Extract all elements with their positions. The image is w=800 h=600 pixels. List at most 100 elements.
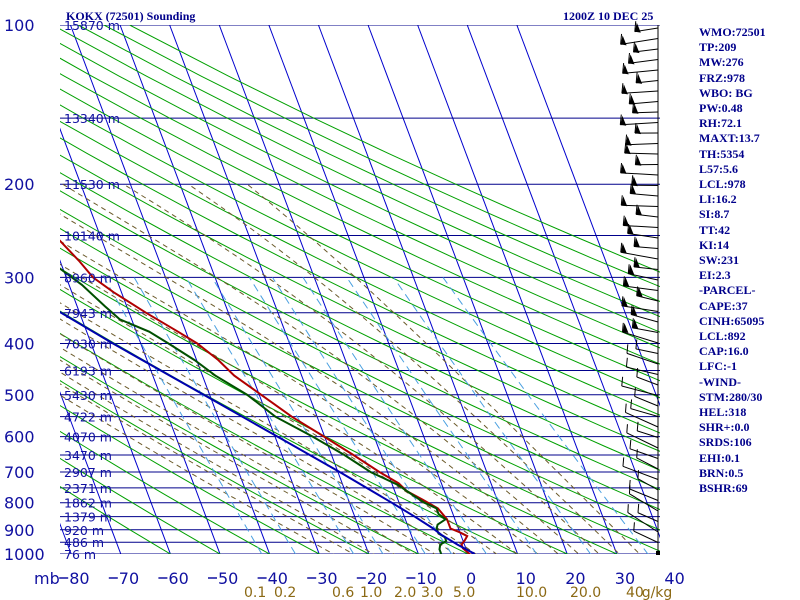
wind-barb-flag	[633, 236, 636, 247]
wind-barb-flag	[631, 175, 634, 186]
stat-line: SHR+:0.0	[699, 420, 750, 435]
wind-barb-flag	[619, 114, 622, 125]
wind-barb-pennant	[633, 43, 640, 54]
pressure-label: 800	[4, 494, 35, 513]
wind-barb	[629, 448, 659, 459]
temperature-tick-label: 40	[664, 569, 684, 588]
wind-barb-flag	[629, 439, 632, 449]
mixing-ratio-line	[185, 277, 355, 554]
wind-barb	[621, 305, 659, 312]
stat-line: SI:8.7	[699, 207, 730, 222]
wind-barb	[637, 430, 659, 438]
sounding-time: 1200Z 10 DEC 25	[563, 9, 654, 23]
height-label: 1862 m	[64, 496, 112, 511]
stat-line: BSHR:69	[699, 481, 748, 496]
temperature-tick-label: 30	[615, 569, 635, 588]
moist-adiabat	[62, 183, 580, 554]
wind-barb-pennant	[634, 237, 641, 248]
wind-barb	[622, 69, 659, 74]
moist-adiabat	[60, 263, 518, 554]
dry-adiabat	[60, 88, 660, 382]
isotherm-line	[268, 25, 469, 554]
moist-adiabat	[60, 284, 498, 554]
height-label: 7943 m	[64, 306, 112, 321]
isotherm-line	[119, 25, 320, 554]
mixing-ratio-label: 0.6	[332, 585, 354, 600]
wind-barb-flag	[631, 318, 634, 328]
wind-barb-flag	[625, 134, 628, 145]
wind-barb-flag	[633, 522, 635, 532]
mixing-ratio-label: 0.2	[274, 585, 296, 600]
height-label: 7030 m	[64, 336, 112, 351]
stat-line: TT:42	[699, 222, 731, 237]
wind-barb	[636, 376, 659, 386]
temperature-tick-label: 30	[317, 569, 337, 588]
wind-barb	[635, 348, 659, 354]
wind-barb	[630, 408, 659, 417]
dry-adiabat	[60, 457, 222, 554]
stat-line: EI:2.3	[699, 268, 731, 283]
wind-barb	[621, 90, 659, 94]
wind-barb	[621, 204, 659, 207]
wind-barb-pennant	[627, 224, 634, 235]
height-label: 15870 m	[64, 18, 120, 33]
pressure-label: 900	[4, 521, 35, 540]
wind-barb	[634, 395, 659, 407]
wind-barb-pennant	[629, 94, 636, 105]
wind-barb	[637, 512, 659, 522]
wind-barb-flag	[635, 72, 638, 83]
wind-barb-flag	[626, 344, 629, 354]
mixing-ratio-label: 2.0	[394, 585, 416, 600]
isotherm-line	[69, 25, 271, 554]
wind-barb-flag	[620, 242, 623, 253]
pressure-label: 300	[4, 268, 35, 287]
temperature-tick-label: 10	[516, 569, 536, 588]
dry-adiabat	[129, 25, 660, 273]
wind-barb-flag	[627, 264, 630, 274]
wind-barb-pennant	[632, 103, 639, 114]
moist-adiabat	[60, 346, 416, 554]
dry-adiabat	[60, 73, 660, 365]
wind-barb-flag	[634, 21, 637, 32]
wind-barb-flag	[620, 33, 623, 45]
wind-barb-flag	[636, 368, 639, 378]
temperature-tick-label: 40	[268, 569, 288, 588]
wind-barb-flag	[622, 276, 625, 286]
wind-barb-pennant	[625, 135, 632, 146]
wind-barb-flag	[624, 403, 627, 413]
moist-adiabat	[60, 359, 395, 554]
wind-barb-flag	[626, 424, 628, 433]
moist-adiabat	[60, 302, 477, 554]
height-label: 10140 m	[64, 229, 120, 244]
wind-barb-pennant	[633, 257, 640, 268]
wind-barb-flag	[634, 154, 637, 165]
pressure-label: 100	[4, 16, 35, 35]
dry-adiabat	[60, 310, 519, 554]
stat-line: -PARCEL-	[699, 283, 756, 298]
moist-adiabat	[60, 394, 335, 554]
mixing-ratio-line	[346, 277, 538, 554]
wind-barb-flag	[621, 296, 624, 306]
height-label: 4722 m	[64, 410, 112, 425]
mixing-ratio-line	[103, 277, 263, 554]
temperature-tick-label: 10	[416, 569, 436, 588]
wind-barb	[622, 465, 659, 480]
wind-barb-flag	[634, 123, 637, 134]
wind-barb-flag	[637, 470, 639, 479]
wind-barb-flag	[621, 322, 624, 333]
height-label: 11530 m	[64, 177, 120, 192]
height-label: 1379 m	[64, 510, 112, 525]
wind-barb-flag	[629, 183, 632, 194]
pressure-label: 400	[4, 334, 35, 353]
wind-barb	[632, 327, 659, 333]
dry-adiabat	[60, 28, 660, 318]
wind-barb-flag	[621, 83, 624, 94]
wind-barb-flag	[622, 63, 625, 74]
mixing-ratio-unit-label: g/kg	[642, 585, 673, 600]
wind-barb	[620, 172, 659, 176]
wind-barb	[620, 122, 659, 126]
pressure-label: 500	[4, 386, 35, 405]
isotherm-line	[60, 127, 221, 554]
stat-line: L57:5.6	[699, 161, 738, 176]
